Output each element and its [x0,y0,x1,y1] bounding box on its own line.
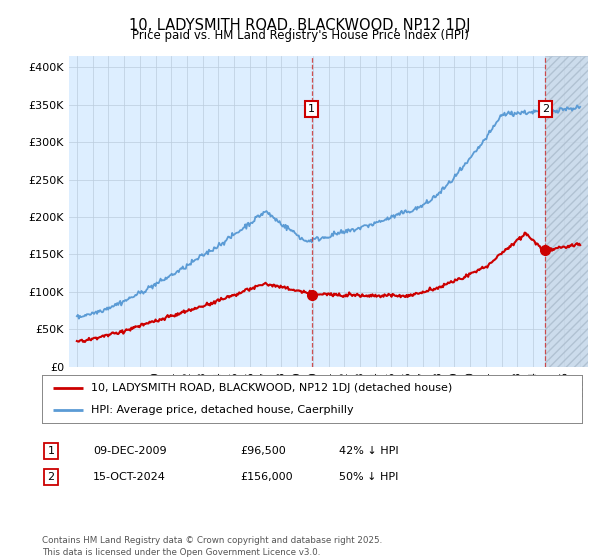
Text: £156,000: £156,000 [240,472,293,482]
Text: 1: 1 [308,104,315,114]
Text: 42% ↓ HPI: 42% ↓ HPI [339,446,398,456]
Text: Contains HM Land Registry data © Crown copyright and database right 2025.
This d: Contains HM Land Registry data © Crown c… [42,536,382,557]
Text: £96,500: £96,500 [240,446,286,456]
Text: 2: 2 [542,104,549,114]
Text: HPI: Average price, detached house, Caerphilly: HPI: Average price, detached house, Caer… [91,405,353,415]
Text: Price paid vs. HM Land Registry's House Price Index (HPI): Price paid vs. HM Land Registry's House … [131,29,469,42]
Text: 10, LADYSMITH ROAD, BLACKWOOD, NP12 1DJ (detached house): 10, LADYSMITH ROAD, BLACKWOOD, NP12 1DJ … [91,383,452,393]
Bar [545,56,588,367]
Text: 15-OCT-2024: 15-OCT-2024 [93,472,166,482]
Text: 1: 1 [47,446,55,456]
Text: 09-DEC-2009: 09-DEC-2009 [93,446,167,456]
Text: 2: 2 [47,472,55,482]
Text: 10, LADYSMITH ROAD, BLACKWOOD, NP12 1DJ: 10, LADYSMITH ROAD, BLACKWOOD, NP12 1DJ [129,18,471,34]
Text: 50% ↓ HPI: 50% ↓ HPI [339,472,398,482]
